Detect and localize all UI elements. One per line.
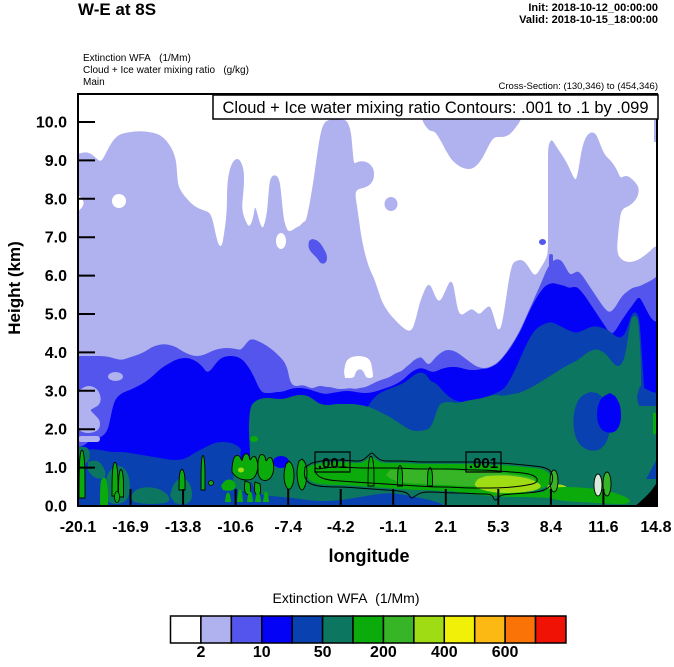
svg-text:Height (km): Height (km) — [5, 241, 24, 335]
svg-text:W-E at 8S: W-E at 8S — [78, 0, 156, 19]
svg-text:Valid: 2018-10-15_18:00:00: Valid: 2018-10-15_18:00:00 — [519, 14, 658, 26]
svg-text:200: 200 — [370, 644, 397, 661]
svg-text:6.0: 6.0 — [45, 268, 67, 285]
svg-text:-16.9: -16.9 — [112, 519, 149, 536]
svg-text:0.0: 0.0 — [45, 499, 67, 516]
svg-text:4.0: 4.0 — [45, 345, 67, 362]
svg-text:-20.1: -20.1 — [60, 519, 97, 536]
svg-text:10: 10 — [253, 644, 271, 661]
svg-text:-13.8: -13.8 — [165, 519, 202, 536]
svg-text:-10.6: -10.6 — [217, 519, 254, 536]
svg-text:-4.2: -4.2 — [327, 519, 355, 536]
svg-text:.001: .001 — [318, 455, 347, 472]
svg-text:8.4: 8.4 — [540, 519, 562, 536]
svg-text:1.0: 1.0 — [45, 460, 67, 477]
svg-text:Extinction WFA (1/Mm): Extinction WFA (1/Mm) — [83, 53, 191, 64]
svg-text:5.0: 5.0 — [45, 307, 67, 324]
svg-text:14.8: 14.8 — [640, 519, 671, 536]
svg-text:400: 400 — [431, 644, 458, 661]
svg-text:2.0: 2.0 — [45, 422, 67, 439]
svg-text:Main: Main — [83, 77, 105, 88]
svg-text:Cloud + Ice water mixing ratio: Cloud + Ice water mixing ratio (g/kg) — [83, 65, 249, 76]
svg-text:11.6: 11.6 — [588, 519, 618, 536]
svg-text:3.0: 3.0 — [45, 383, 67, 400]
svg-text:2: 2 — [196, 644, 205, 661]
svg-text:600: 600 — [492, 644, 519, 661]
svg-text:50: 50 — [314, 644, 332, 661]
svg-text:-1.1: -1.1 — [379, 519, 407, 536]
svg-text:Cloud + Ice water mixing ratio: Cloud + Ice water mixing ratio Contours:… — [222, 99, 648, 117]
svg-text:7.0: 7.0 — [45, 230, 67, 247]
svg-text:Extinction WFA (1/Mm): Extinction WFA (1/Mm) — [272, 590, 419, 606]
svg-text:8.0: 8.0 — [45, 191, 67, 208]
svg-text:Init: 2018-10-12_00:00:00: Init: 2018-10-12_00:00:00 — [528, 2, 658, 14]
svg-text:2.1: 2.1 — [435, 519, 457, 536]
svg-text:.001: .001 — [469, 455, 498, 472]
svg-text:9.0: 9.0 — [45, 153, 67, 170]
svg-text:10.0: 10.0 — [36, 115, 67, 132]
svg-text:longitude: longitude — [329, 546, 410, 566]
svg-text:-7.4: -7.4 — [274, 519, 302, 536]
svg-text:Cross-Section: (130,346) to (4: Cross-Section: (130,346) to (454,346) — [499, 81, 658, 92]
svg-text:5.3: 5.3 — [487, 519, 509, 536]
